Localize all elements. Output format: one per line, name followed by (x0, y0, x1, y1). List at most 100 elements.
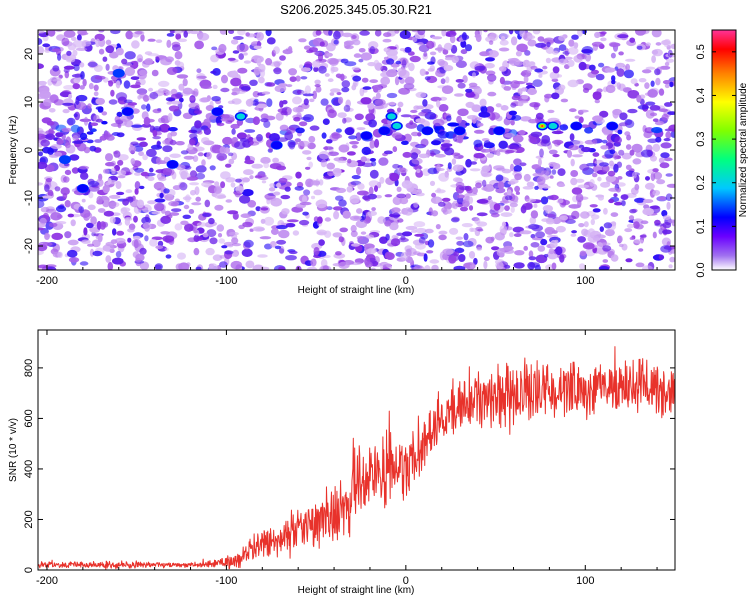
hotspot-ring (211, 107, 223, 116)
spectrogram-cell (641, 69, 652, 74)
spectrogram-cell (343, 104, 351, 112)
spectrogram-cell (625, 144, 632, 150)
spectrogram-cell (530, 242, 540, 248)
spectrogram-cell (351, 243, 360, 247)
spectrogram-cell (60, 187, 70, 196)
spectrogram-cell (568, 144, 579, 151)
spectrogram-cell (176, 74, 189, 79)
spectrogram-cell (633, 221, 640, 229)
spectrogram-cell (557, 198, 564, 204)
spectrogram-cell (184, 165, 192, 170)
spectrogram-cell (265, 30, 272, 37)
spectrogram-cell (131, 239, 142, 248)
spectrogram-cell (496, 247, 505, 257)
spectrogram-cell (452, 200, 459, 210)
spectrogram-cell (260, 218, 266, 224)
spectrogram-cell (216, 122, 225, 127)
spectrogram-cell (668, 264, 673, 269)
spectrogram-cell (655, 42, 662, 46)
spectrogram-cell (216, 224, 225, 232)
hotspot-ring (387, 113, 396, 120)
spectrogram-cell (544, 205, 553, 214)
spectrogram-cell (116, 230, 125, 236)
spectrogram-cell (274, 85, 287, 93)
spectrogram-cell (453, 251, 460, 257)
spectrogram-cell (111, 167, 116, 175)
spectrogram-cell (403, 133, 412, 143)
spectrogram-cell (335, 187, 347, 193)
spectrogram-cell (566, 149, 573, 158)
spectrogram-cell (394, 76, 400, 86)
spectrogram-cell (447, 162, 452, 170)
spectrogram-cell (170, 131, 178, 137)
spectrogram-cell (337, 112, 347, 118)
spectrogram-cell (147, 176, 155, 182)
spectrogram-cell (544, 226, 555, 235)
spectrogram-cell (44, 164, 55, 173)
spectrogram-cell (509, 202, 518, 208)
spectrogram-cell (65, 57, 76, 63)
spectrogram-cell (415, 227, 427, 234)
spectrogram-cell (591, 69, 599, 75)
spectrogram-cell (95, 38, 101, 48)
spectrogram-cell (210, 54, 219, 63)
spectrogram-cell (398, 87, 410, 95)
spectrogram-cell (295, 127, 305, 134)
spectrogram-cell (142, 154, 148, 161)
spectrogram-cell (360, 97, 372, 105)
spectrogram-cell (303, 98, 309, 106)
spectrogram-cell (605, 84, 616, 94)
spectrogram-cell (298, 121, 308, 127)
spectrogram-cell (224, 250, 234, 255)
spectrogram-hotspot (121, 107, 134, 117)
spectrogram-cell (457, 134, 464, 144)
spectrogram-cell (457, 108, 469, 117)
spectrogram-cell (56, 138, 63, 145)
spectrogram-cell (429, 259, 440, 264)
spectrogram-cell (339, 227, 349, 233)
spectrogram-cell (409, 55, 421, 63)
spectrogram-cell (276, 225, 288, 230)
spectrogram-cell (549, 175, 554, 179)
spectrogram-cell (479, 51, 490, 57)
spectrogram-cell (96, 195, 103, 204)
spectrogram-cell (513, 158, 522, 166)
spectrogram-cell (431, 36, 443, 40)
spectrogram-cell (194, 40, 205, 50)
spectrogram-cell (405, 225, 418, 231)
spectrogram-cell (103, 210, 115, 217)
spectrogram-cell (602, 139, 608, 144)
spectrogram-cell (377, 216, 386, 224)
spectrogram-cell (127, 102, 138, 106)
spectrogram-cell (451, 55, 459, 64)
spectrogram-cell (231, 237, 239, 245)
spectrogram-cell (45, 130, 56, 135)
spectrogram-cell (268, 187, 276, 192)
spectrogram-cell (610, 52, 616, 59)
spectrogram-cell (230, 77, 242, 87)
spectrogram-cell (652, 143, 661, 152)
spectrogram-cell (481, 172, 492, 178)
spectrogram-cell (499, 225, 508, 234)
spectrogram-cell (87, 243, 95, 247)
spectrogram-cell (662, 215, 672, 221)
spectrogram-cell (367, 210, 377, 217)
spectrogram-cell (241, 248, 253, 257)
spectrogram-cell (273, 67, 282, 75)
spectrogram-cell (158, 80, 170, 87)
spectrogram-cell (193, 110, 202, 114)
spectrogram-cell (162, 145, 173, 153)
spectrogram-cell (237, 30, 246, 36)
spectrogram-cell (211, 96, 221, 102)
spectrogram-cell (47, 30, 56, 37)
spectrogram-cell (280, 194, 291, 200)
spectrogram-cell (134, 172, 141, 176)
spectrogram-cell (510, 178, 519, 184)
spectrogram-cell (559, 254, 565, 263)
spectrogram-cell (228, 152, 234, 157)
spectrogram-cell (317, 52, 324, 62)
spectrogram-cell (288, 250, 298, 255)
spectrogram-cell (644, 127, 655, 134)
spectrogram-cell (64, 200, 71, 208)
spectrogram-cell (523, 75, 529, 84)
